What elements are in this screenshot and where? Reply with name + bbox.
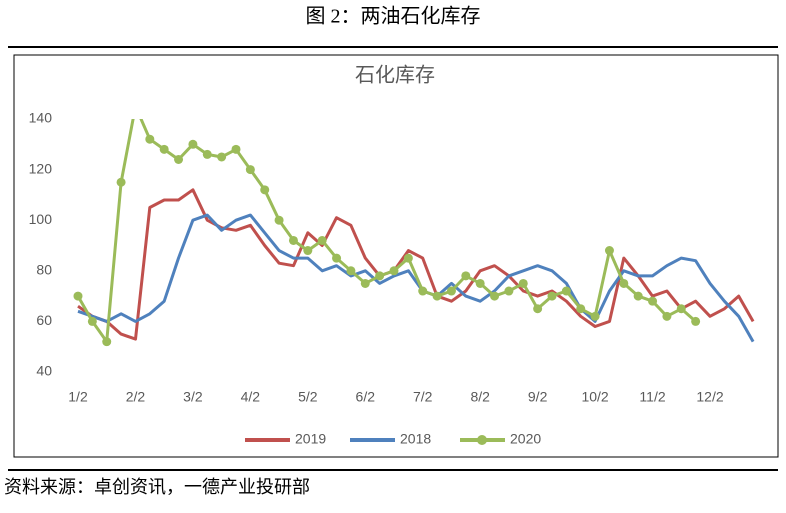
marker (102, 337, 112, 347)
x-tick-label: 1/2 (68, 389, 88, 405)
marker (174, 154, 184, 164)
marker (389, 266, 399, 276)
x-tick-label: 4/2 (241, 389, 261, 405)
marker (604, 246, 614, 256)
x-tick-label: 11/2 (639, 389, 665, 405)
marker (475, 278, 485, 288)
x-tick-label: 10/2 (581, 389, 608, 405)
marker (518, 278, 528, 288)
marker (403, 253, 413, 263)
marker (217, 152, 227, 162)
marker (159, 144, 169, 154)
legend-label: 2019 (295, 431, 326, 447)
y-tick-label: 40 (36, 363, 52, 379)
marker (188, 139, 198, 149)
marker (461, 271, 471, 281)
y-tick-label: 60 (36, 312, 52, 328)
marker (274, 215, 284, 225)
y-tick-label: 100 (29, 211, 53, 227)
marker (332, 253, 342, 263)
marker (533, 304, 543, 314)
y-tick-label: 80 (36, 262, 52, 278)
marker (346, 266, 356, 276)
marker (231, 144, 241, 154)
marker (87, 316, 97, 326)
marker (245, 165, 255, 175)
marker (446, 286, 456, 296)
marker (490, 291, 500, 301)
marker (375, 271, 385, 281)
marker (547, 291, 557, 301)
marker (576, 304, 586, 314)
legend-marker (477, 435, 487, 445)
x-tick-label: 2/2 (126, 389, 146, 405)
marker (73, 291, 83, 301)
marker (676, 304, 686, 314)
marker (662, 311, 672, 321)
marker (432, 291, 442, 301)
marker (360, 278, 370, 288)
marker (116, 177, 126, 187)
marker (504, 286, 514, 296)
x-tick-label: 7/2 (413, 389, 433, 405)
chart-title: 石化库存 (355, 63, 435, 86)
plot-area (73, 119, 755, 347)
legend-label: 2020 (510, 431, 541, 447)
x-tick-label: 12/2 (696, 389, 723, 405)
series-line (77, 188, 755, 341)
marker (619, 278, 629, 288)
x-tick-label: 6/2 (356, 389, 376, 405)
y-tick-label: 140 (29, 110, 53, 126)
marker (260, 185, 270, 195)
marker (691, 316, 701, 326)
marker (145, 134, 155, 144)
marker (633, 291, 643, 301)
x-tick-label: 5/2 (298, 389, 318, 405)
marker (418, 286, 428, 296)
marker (317, 235, 327, 245)
marker (590, 311, 600, 321)
marker (561, 286, 571, 296)
x-tick-label: 8/2 (470, 389, 490, 405)
marker (202, 149, 212, 159)
x-tick-label: 3/2 (183, 389, 203, 405)
marker (303, 246, 313, 256)
y-tick-label: 120 (29, 160, 53, 176)
x-tick-label: 9/2 (528, 389, 548, 405)
marker (648, 296, 658, 306)
marker (288, 235, 298, 245)
legend-label: 2018 (400, 431, 431, 447)
series-line (77, 213, 755, 343)
source-note: 资料来源：卓创资讯，一德产业投研部 (4, 477, 310, 497)
figure-title: 图 2：两油石化库存 (306, 5, 481, 28)
